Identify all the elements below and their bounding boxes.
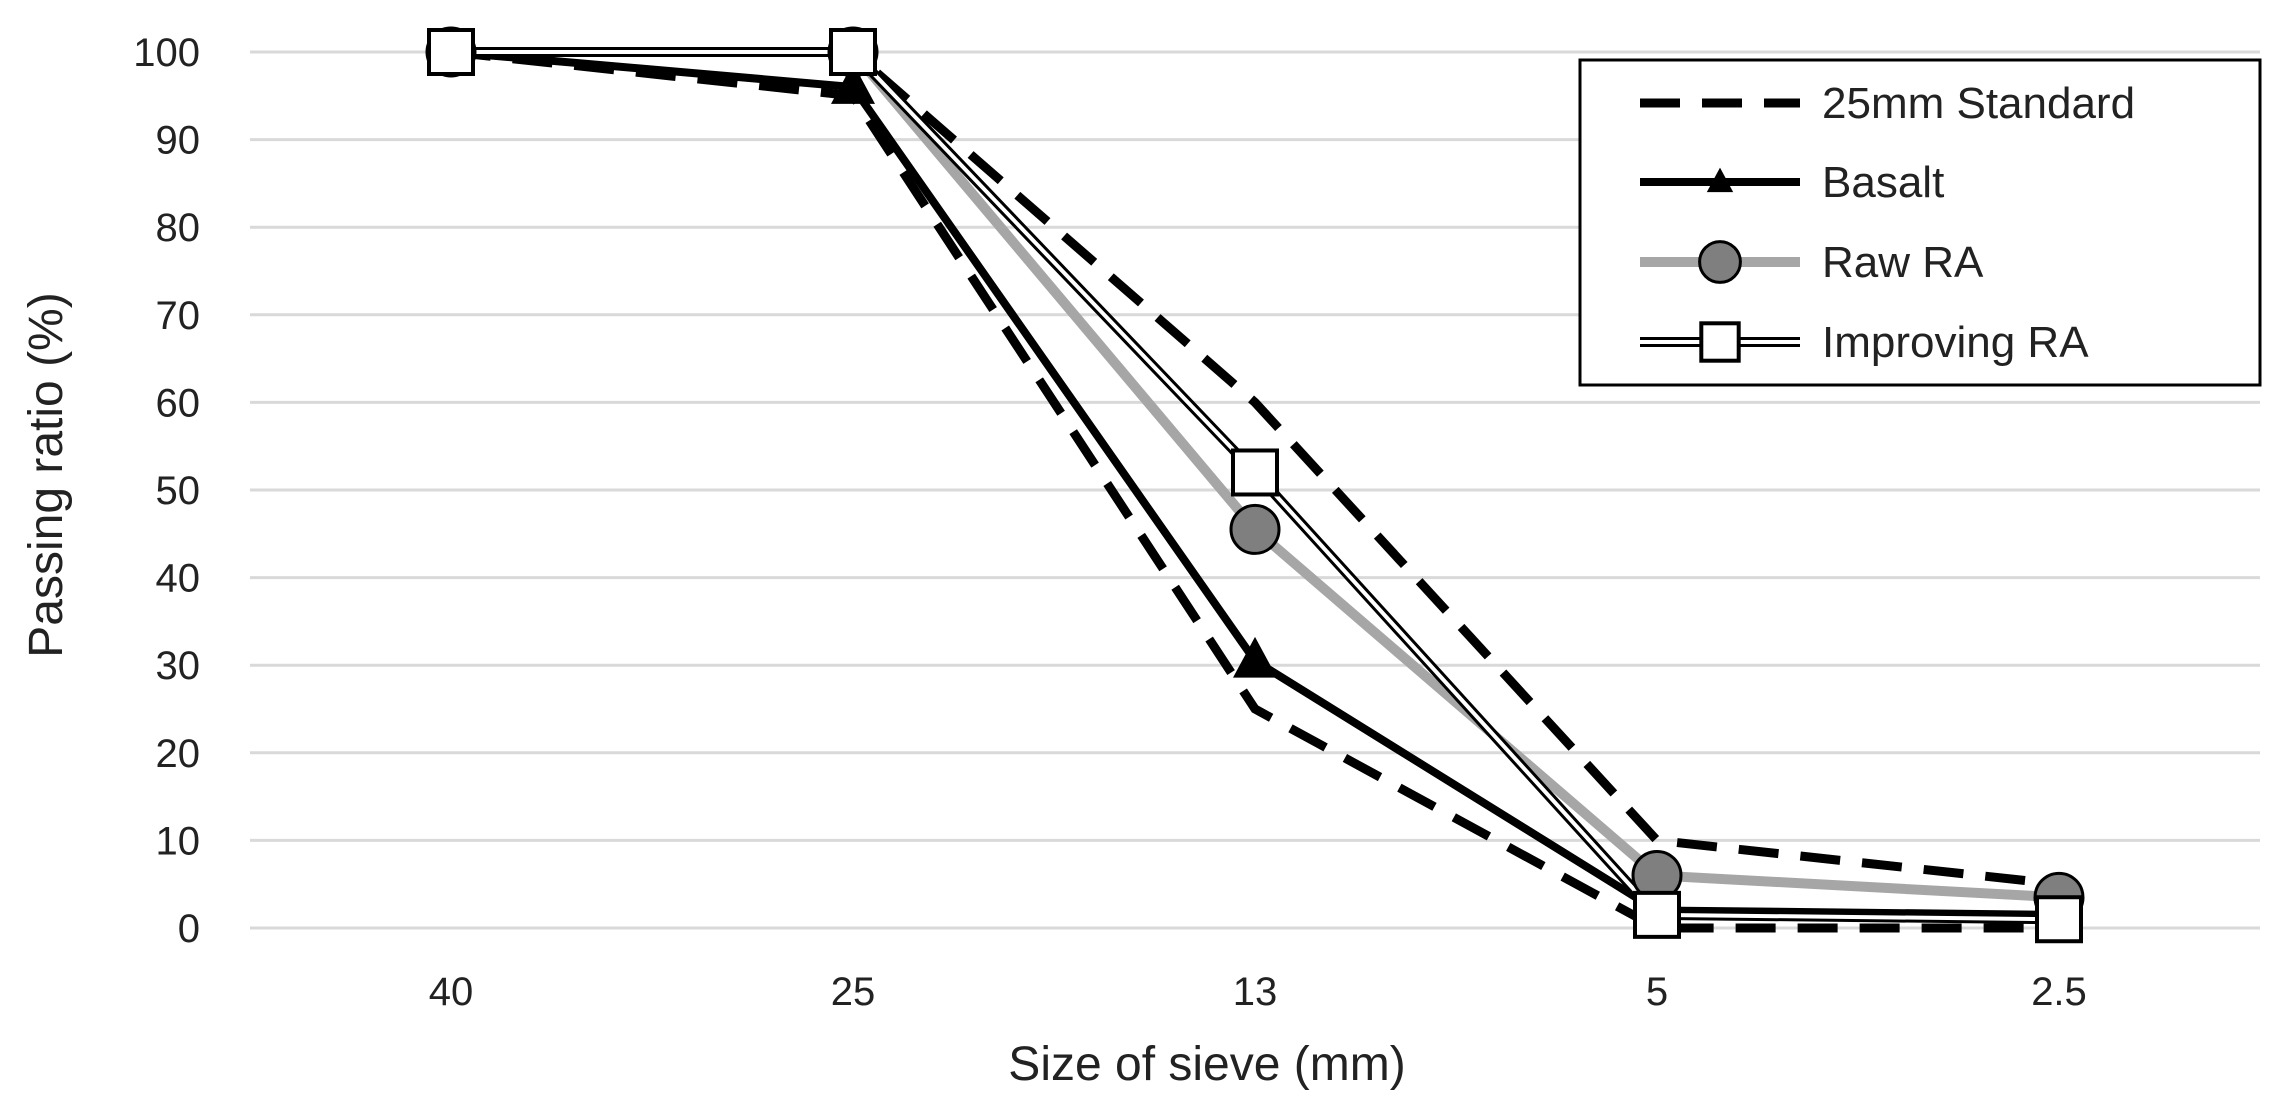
y-tick-labels: 0 10 20 30 40 50 60 70 80 90 100 — [133, 31, 200, 951]
legend-label: Improving RA — [1822, 318, 2089, 367]
legend-label: Raw RA — [1822, 238, 1984, 287]
y-axis-title: Passing ratio (%) — [20, 292, 73, 657]
legend: 25mm Standard Basalt Raw RA Improving RA — [1578, 58, 2262, 387]
legend-swatch-marker — [1699, 321, 1741, 363]
y-tick-100: 100 — [133, 31, 200, 75]
y-tick-0: 0 — [178, 907, 200, 951]
series-square-point-0 — [427, 28, 475, 76]
y-tick-10: 10 — [156, 819, 201, 863]
x-tick-labels: 40 25 13 5 2.5 — [429, 970, 2087, 1014]
x-tick-13: 13 — [1233, 970, 1278, 1014]
legend-box — [1578, 58, 2262, 387]
x-axis-title: Size of sieve (mm) — [1008, 1038, 1405, 1091]
x-tick-40: 40 — [429, 970, 474, 1014]
series-square-point-3 — [1633, 890, 1681, 939]
series-square-point-4 — [2035, 895, 2083, 944]
series-square-point-1 — [829, 28, 877, 76]
y-tick-80: 80 — [156, 206, 201, 250]
legend-item-square: Improving RA — [1640, 318, 2089, 367]
y-tick-30: 30 — [156, 644, 201, 688]
x-tick-2.5: 2.5 — [2031, 970, 2087, 1014]
y-tick-50: 50 — [156, 469, 201, 513]
legend-label: Basalt — [1822, 158, 1944, 207]
legend-item-triangle: Basalt — [1640, 158, 1944, 207]
y-tick-70: 70 — [156, 294, 201, 338]
legend-item-dashed: 25mm Standard — [1640, 79, 2135, 128]
series-triangle-point-1 — [831, 63, 875, 104]
y-tick-90: 90 — [156, 119, 201, 163]
legend-label: 25mm Standard — [1822, 79, 2135, 128]
legend-swatch-marker — [1698, 240, 1742, 284]
series-triangle-point-2 — [1233, 636, 1277, 678]
y-tick-40: 40 — [156, 557, 201, 601]
y-tick-60: 60 — [156, 381, 201, 425]
x-tick-25: 25 — [831, 970, 876, 1014]
series-markers — [425, 26, 2085, 944]
legend-swatch-marker — [1706, 167, 1734, 193]
series-square-point-2 — [1231, 448, 1279, 497]
y-tick-20: 20 — [156, 732, 201, 776]
series-dashed-lower-line — [450, 47, 2059, 933]
legend-item-circle: Raw RA — [1640, 238, 1984, 287]
x-tick-5: 5 — [1646, 970, 1668, 1014]
series-circle-point-2 — [1229, 503, 1281, 555]
